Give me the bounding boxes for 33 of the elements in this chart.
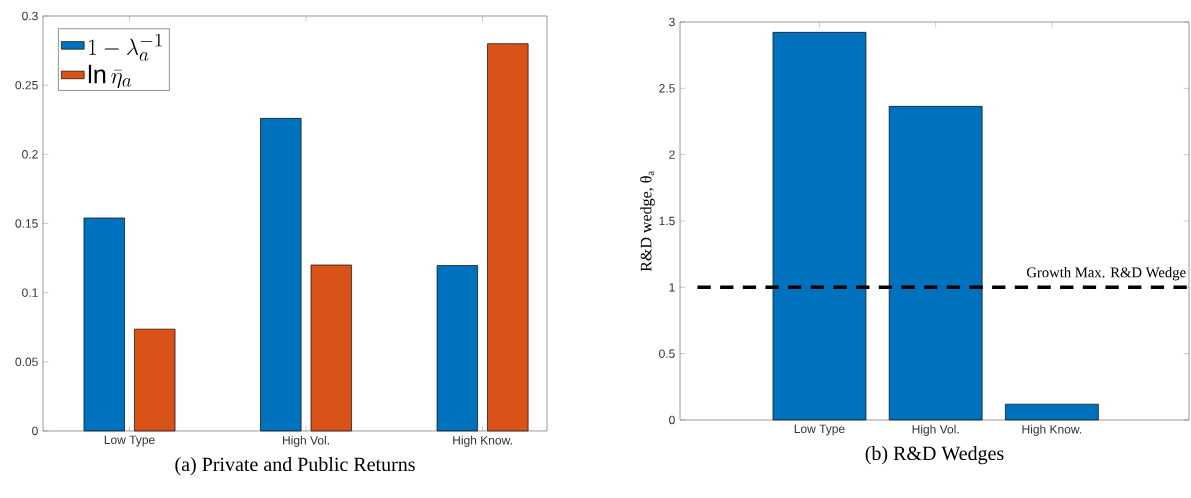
y-tick-label: 2.5 — [659, 84, 675, 93]
y-tick-label: 0 — [669, 415, 675, 425]
y-tick-label: 0 — [32, 426, 38, 436]
y-tick-label: 0.3 — [22, 11, 38, 21]
y-tick-label: 0.5 — [659, 349, 675, 358]
y-tick-label: 1.5 — [659, 216, 675, 226]
bar — [260, 118, 302, 432]
y-tick-label: 0.1 — [22, 288, 38, 297]
y-axis-title: R&D wedge, θ$_{a}$ — [640, 171, 655, 272]
y-tick-label: 2 — [669, 150, 675, 159]
x-tick-label: High Vol. — [912, 424, 959, 436]
y-tick-label: 0.25 — [15, 80, 38, 90]
bar — [83, 217, 125, 432]
y-tick-label: 1 — [669, 283, 675, 292]
bar — [1005, 403, 1099, 421]
legend-label: $\ln\bar{\eta}_a$ — [88, 64, 132, 89]
y-tick-label: 0.15 — [15, 219, 38, 228]
x-tick-label: High Vol. — [283, 435, 329, 447]
y-tick-label: 0.05 — [15, 357, 38, 367]
bar — [134, 328, 176, 432]
legend-label: $1-\lambda_a^{-1}$ — [89, 33, 162, 61]
bar — [436, 265, 478, 432]
bar — [487, 43, 529, 432]
text: (a) Private and Public Returns — [175, 457, 415, 476]
bar — [310, 264, 352, 432]
y-tick-label: 0.2 — [22, 150, 38, 159]
x-tick-label: Low Type — [104, 435, 155, 447]
text: (b) R&D Wedges — [865, 446, 1004, 465]
x-tick-label: High Know. — [453, 435, 512, 447]
x-tick-label: High Know. — [1022, 424, 1082, 436]
ref-line-label: Growth Max. R&D Wedge — [1026, 267, 1186, 281]
x-tick-label: Low Type — [794, 424, 845, 436]
y-tick-label: 3 — [669, 17, 675, 27]
